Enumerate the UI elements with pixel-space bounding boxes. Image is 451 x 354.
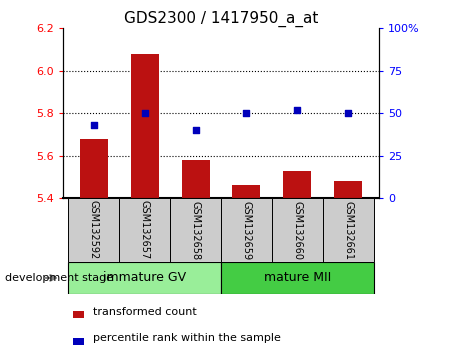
Point bbox=[141, 110, 148, 116]
Bar bbox=[73, 338, 84, 345]
Point bbox=[192, 127, 199, 133]
Text: development stage: development stage bbox=[5, 273, 113, 283]
Bar bbox=[334, 181, 362, 198]
Text: transformed count: transformed count bbox=[93, 307, 197, 317]
Text: immature GV: immature GV bbox=[103, 272, 186, 284]
Title: GDS2300 / 1417950_a_at: GDS2300 / 1417950_a_at bbox=[124, 11, 318, 27]
Bar bbox=[68, 198, 119, 262]
Bar bbox=[272, 198, 323, 262]
Bar bbox=[80, 139, 108, 198]
Text: GSM132658: GSM132658 bbox=[190, 200, 201, 260]
Text: GSM132661: GSM132661 bbox=[343, 201, 353, 259]
Bar bbox=[232, 185, 261, 198]
Text: GSM132592: GSM132592 bbox=[89, 200, 99, 260]
Bar bbox=[221, 198, 272, 262]
Bar bbox=[119, 198, 170, 262]
Bar bbox=[170, 198, 221, 262]
Bar bbox=[323, 198, 374, 262]
Point bbox=[294, 107, 301, 113]
Text: GSM132657: GSM132657 bbox=[140, 200, 150, 260]
Text: GSM132660: GSM132660 bbox=[292, 201, 302, 259]
Bar bbox=[182, 160, 210, 198]
Bar bbox=[73, 311, 84, 318]
Text: percentile rank within the sample: percentile rank within the sample bbox=[93, 333, 281, 343]
Bar bbox=[283, 171, 311, 198]
Bar bbox=[68, 262, 221, 294]
Bar bbox=[131, 54, 159, 198]
Text: mature MII: mature MII bbox=[264, 272, 331, 284]
Text: GSM132659: GSM132659 bbox=[241, 200, 252, 260]
Point bbox=[243, 110, 250, 116]
Point bbox=[90, 122, 97, 128]
Bar bbox=[221, 262, 374, 294]
Point bbox=[345, 110, 352, 116]
